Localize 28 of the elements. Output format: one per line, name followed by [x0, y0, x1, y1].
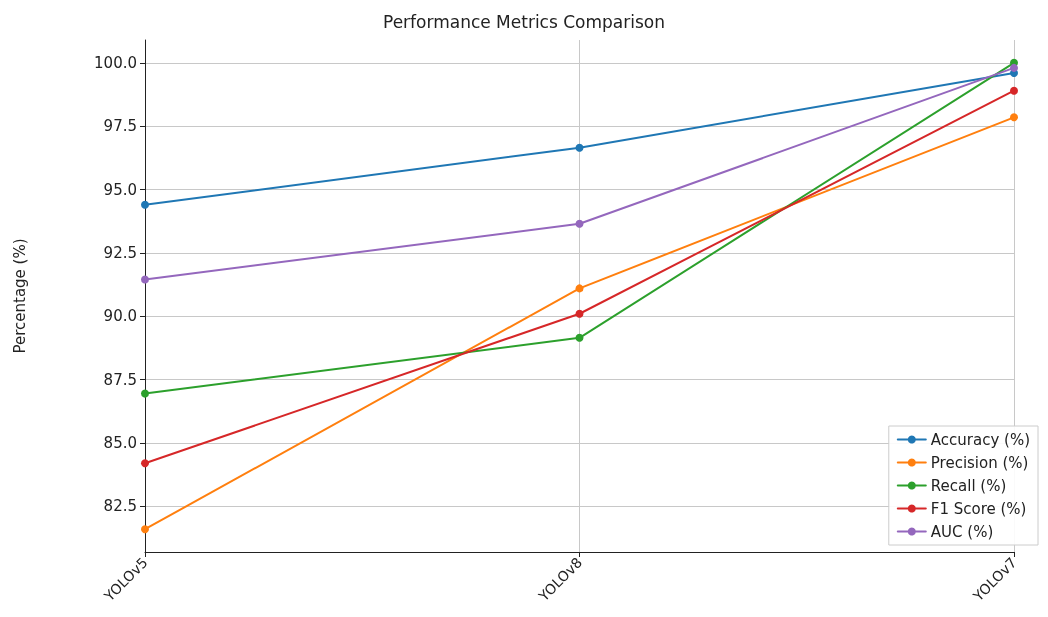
y-tick-label: 85.0 — [103, 434, 137, 453]
chart-title: Performance Metrics Comparison — [382, 11, 666, 32]
point — [141, 200, 149, 209]
y-tick-label: 97.5 — [103, 117, 137, 136]
point — [575, 219, 584, 228]
point — [575, 333, 584, 342]
y-tick-label: 87.5 — [103, 370, 137, 389]
y-tick-label: 90.0 — [103, 307, 137, 326]
y-tick-label: 92.5 — [103, 243, 137, 262]
point — [141, 389, 149, 398]
point — [1010, 86, 1018, 95]
point — [141, 459, 149, 468]
legend-label: Accuracy (%) — [930, 430, 1031, 449]
legend-label: AUC (%) — [930, 522, 994, 541]
legend-label: Recall (%) — [930, 476, 1007, 495]
y-axis-title: Percentage (%) — [10, 238, 29, 354]
point — [1010, 63, 1018, 72]
y-tick-label: 95.0 — [103, 180, 137, 199]
point — [141, 525, 149, 534]
y-tick-label: 100.0 — [94, 53, 137, 72]
point — [1010, 113, 1018, 122]
point — [141, 275, 149, 284]
point — [575, 309, 584, 318]
legend-label: Precision (%) — [930, 453, 1029, 472]
point — [575, 284, 584, 293]
legend-label: F1 Score (%) — [930, 499, 1027, 518]
y-tick-label: 82.5 — [103, 497, 137, 516]
point — [575, 143, 584, 152]
